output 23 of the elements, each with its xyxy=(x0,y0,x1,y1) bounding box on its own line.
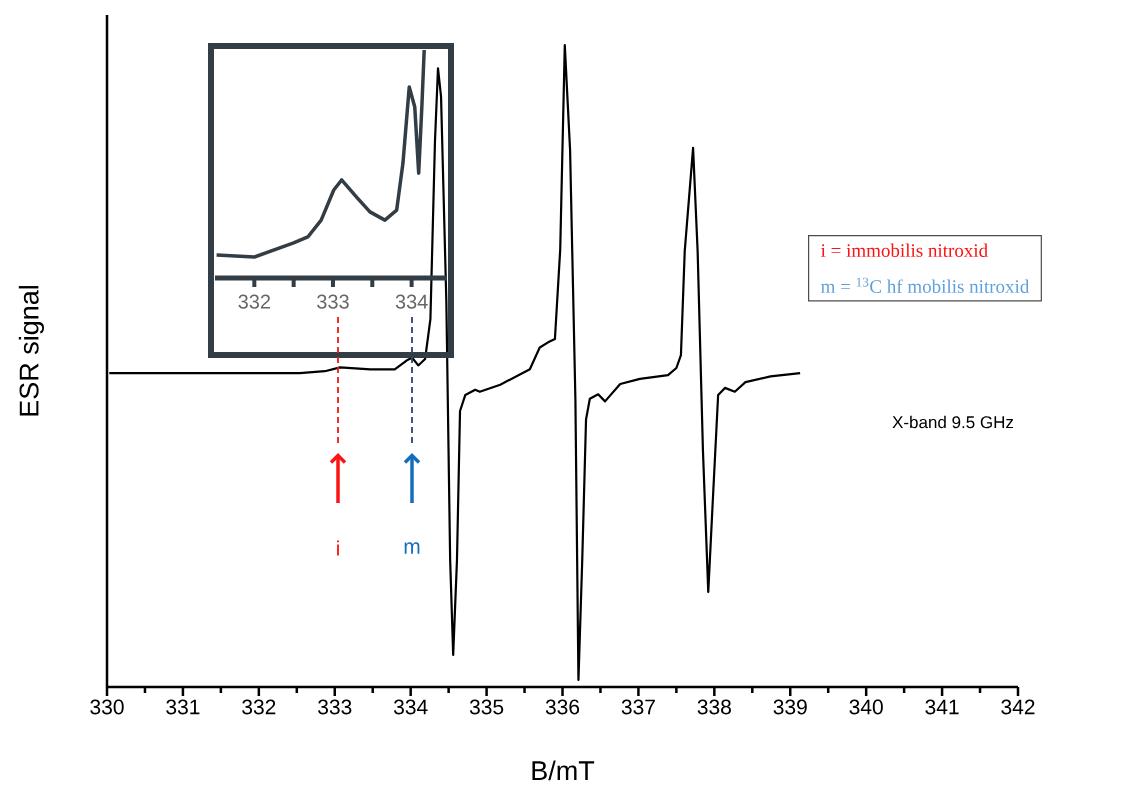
x-tick-label: 334 xyxy=(393,699,428,715)
x-tick-label: 333 xyxy=(318,699,352,715)
x-tick-label: 337 xyxy=(621,699,655,715)
x-tick-label: 332 xyxy=(238,294,270,309)
annotation: m = $^{13}$C hf mobilis nitroxid xyxy=(821,277,1030,293)
x-tick-label: 332 xyxy=(242,699,276,715)
x-tick-label: 334 xyxy=(395,294,428,309)
x-tick-label: 340 xyxy=(849,699,883,715)
x-tick-label: 339 xyxy=(773,699,807,715)
annotation: m xyxy=(404,542,420,554)
x-axis-title: B/mT xyxy=(532,760,595,781)
x-tick-label: 341 xyxy=(925,699,959,715)
x-tick-label: 330 xyxy=(90,699,124,715)
annotation: i xyxy=(337,540,339,556)
x-tick-label: 333 xyxy=(317,294,349,309)
annotation: i = immobilis nitroxid xyxy=(821,243,988,257)
x-tick-label: 338 xyxy=(697,699,731,715)
x-tick-label: 336 xyxy=(545,699,580,715)
y-axis-title: ESR signal xyxy=(18,286,44,416)
annotation: X-band 9.5 GHz xyxy=(892,415,1014,429)
x-tick-label: 335 xyxy=(469,699,504,715)
x-tick-label: 331 xyxy=(166,699,200,715)
x-tick-label: 342 xyxy=(1001,699,1035,715)
